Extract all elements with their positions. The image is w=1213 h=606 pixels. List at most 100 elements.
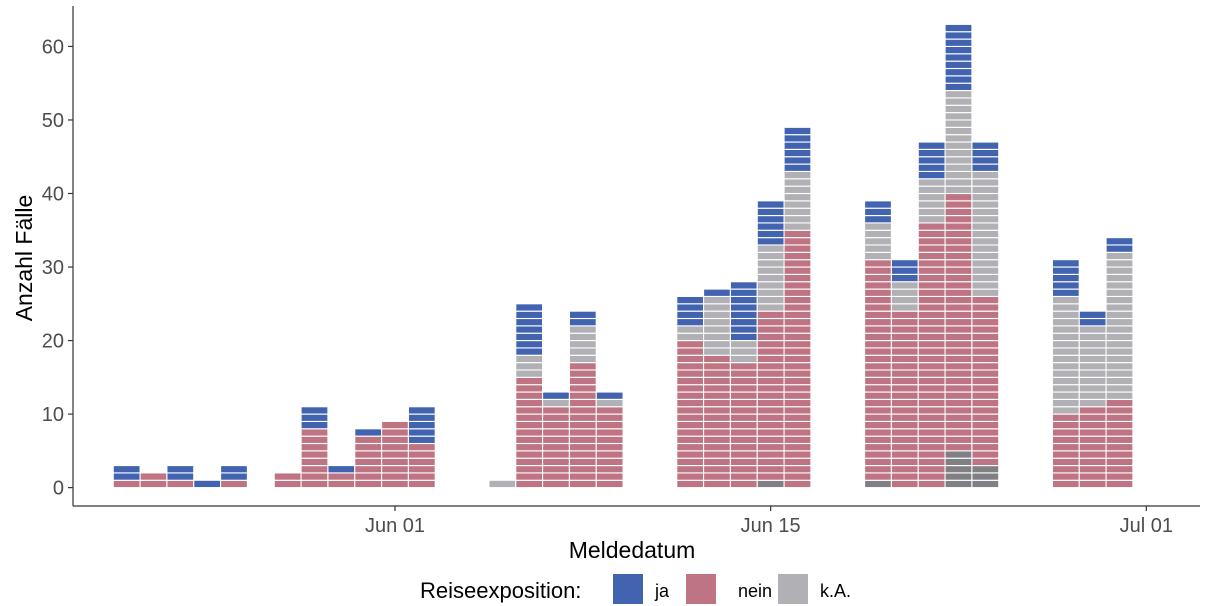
case-cell-nein	[890, 398, 919, 408]
case-cell-nein	[354, 457, 383, 467]
case-cell-nein	[542, 420, 570, 430]
case-cell-nein	[864, 310, 892, 320]
case-cell-ja	[1051, 259, 1080, 268]
case-cell-nein	[515, 413, 544, 422]
case-cell-nein	[864, 347, 892, 356]
case-cell-nein	[1105, 428, 1134, 437]
case-cell-nein	[729, 406, 758, 415]
case-cell-ka	[676, 332, 705, 342]
case-cell-nein	[676, 391, 705, 400]
case-cell-nein	[729, 435, 758, 445]
case-cell-nein	[220, 479, 248, 489]
case-cell-nein	[783, 237, 812, 246]
case-cell-ka	[703, 310, 731, 320]
case-cell-nein	[112, 479, 141, 489]
case-cell-nein	[944, 237, 973, 246]
case-cell-nein	[971, 406, 1000, 415]
case-cell-ka	[703, 332, 731, 342]
case-cell-ka	[1051, 303, 1080, 312]
case-cell-nein	[944, 347, 973, 356]
case-cell-nein	[917, 465, 946, 474]
case-cell-nein	[944, 435, 973, 445]
case-cell-ka	[917, 178, 946, 187]
bar-2020-05-22	[112, 465, 141, 489]
case-cell-ka	[1105, 325, 1134, 334]
case-cell-ja	[407, 413, 436, 422]
case-cell-nein	[944, 207, 973, 217]
case-cell-nein	[944, 398, 973, 408]
case-cell-nein	[944, 376, 973, 386]
case-cell-ja	[1051, 281, 1080, 290]
case-cell-ja	[971, 163, 1000, 172]
case-cell-nein	[300, 472, 329, 481]
case-cell-ja	[729, 325, 758, 334]
y-tick-label-20: 20	[42, 331, 64, 353]
case-cell-nein	[729, 391, 758, 400]
case-cell-nein	[756, 465, 785, 474]
case-cell-ka	[783, 178, 812, 187]
case-cell-nein	[595, 465, 624, 474]
bar-2020-06-16	[783, 126, 812, 489]
case-cell-nein	[864, 442, 892, 452]
legend-label: k.A.	[820, 581, 851, 601]
case-cell-ja	[944, 38, 973, 47]
case-cell-ka	[568, 325, 597, 334]
case-cell-nein	[1078, 472, 1107, 481]
case-cell-nein	[595, 442, 624, 452]
case-cell-nein	[944, 229, 973, 239]
case-cell-ja	[729, 303, 758, 312]
case-cell-nein	[729, 398, 758, 408]
case-cell-nein	[864, 369, 892, 378]
case-cell-ja	[971, 156, 1000, 165]
case-cell-nein	[515, 450, 544, 459]
case-cell-ka	[1051, 310, 1080, 320]
case-cell-nein	[917, 340, 946, 349]
case-cell-nein	[1051, 420, 1080, 430]
case-cell-nein	[1078, 420, 1107, 430]
case-cell-ka	[971, 222, 1000, 231]
case-cell-ka	[783, 200, 812, 209]
case-cell-ja	[193, 479, 222, 489]
bar-2020-06-28	[1105, 237, 1134, 489]
case-cell-nein	[944, 251, 973, 261]
case-cell-nein	[354, 442, 383, 452]
case-cell-ka	[971, 229, 1000, 239]
case-cell-nein	[729, 413, 758, 422]
case-cell-nein	[917, 281, 946, 290]
case-cell-ka	[917, 200, 946, 209]
bar-2020-06-27	[1078, 310, 1107, 489]
case-cell-dark	[944, 465, 973, 474]
case-cell-nein	[676, 376, 705, 386]
case-cell-nein	[300, 479, 329, 489]
case-cell-nein	[944, 266, 973, 275]
case-cell-nein	[703, 479, 731, 489]
case-cell-nein	[756, 398, 785, 408]
case-cell-nein	[783, 266, 812, 275]
case-cell-ja	[1051, 266, 1080, 275]
case-cell-nein	[971, 295, 1000, 305]
case-cell-ja	[756, 222, 785, 231]
bar-2020-06-26	[1051, 259, 1080, 489]
case-cell-nein	[890, 376, 919, 386]
case-cell-nein	[1078, 450, 1107, 459]
case-cell-ka	[703, 325, 731, 334]
case-cell-nein	[944, 340, 973, 349]
y-tick-label-60: 60	[42, 36, 64, 58]
case-cell-ka	[944, 97, 973, 106]
case-cell-ka	[703, 317, 731, 327]
case-cell-nein	[917, 435, 946, 445]
case-cell-ja	[864, 207, 892, 217]
case-cell-nein	[783, 406, 812, 415]
case-cell-nein	[756, 413, 785, 422]
case-cell-ja	[327, 465, 356, 474]
case-cell-nein	[542, 457, 570, 467]
case-cell-nein	[971, 413, 1000, 422]
case-cell-nein	[890, 450, 919, 459]
case-cell-ka	[756, 281, 785, 290]
case-cell-nein	[783, 465, 812, 474]
case-cell-ka	[729, 347, 758, 356]
case-cell-nein	[944, 244, 973, 253]
case-cell-ka	[944, 170, 973, 180]
case-cell-ja	[944, 60, 973, 70]
case-cell-nein	[917, 347, 946, 356]
